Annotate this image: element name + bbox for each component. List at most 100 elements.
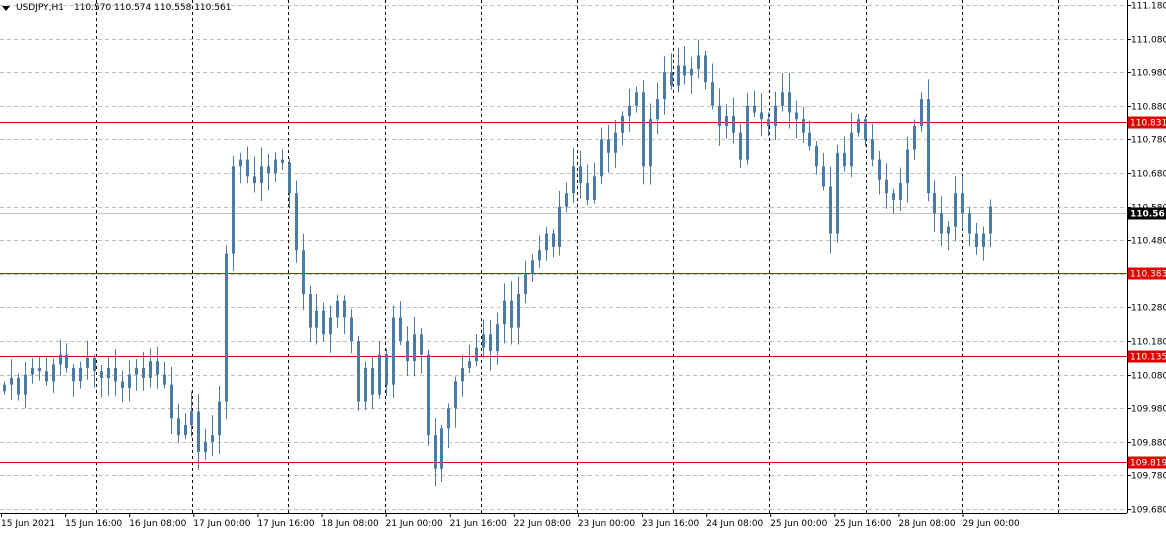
candle[interactable] (371, 357, 374, 410)
candle[interactable] (385, 348, 388, 397)
candle[interactable] (350, 309, 353, 354)
candle[interactable] (683, 46, 686, 85)
candle[interactable] (170, 366, 173, 434)
candle[interactable] (482, 319, 485, 358)
candle[interactable] (565, 182, 568, 213)
candle[interactable] (781, 72, 784, 112)
price-axis-labels[interactable]: 111.180 111.080 110.980 110.880 110.780 110.6… (1127, 2, 1166, 516)
candle[interactable] (177, 403, 180, 443)
candle[interactable] (135, 359, 138, 391)
candle[interactable] (933, 180, 936, 233)
candle[interactable] (524, 260, 527, 304)
candle[interactable] (364, 361, 367, 411)
candle[interactable] (850, 112, 853, 178)
candle[interactable] (892, 188, 895, 214)
candle[interactable] (677, 47, 680, 93)
candle[interactable] (954, 176, 957, 242)
candle[interactable] (920, 91, 923, 132)
candle[interactable] (211, 415, 214, 457)
candle[interactable] (309, 285, 312, 343)
candle[interactable] (93, 354, 96, 388)
candle[interactable] (961, 175, 964, 229)
candle[interactable] (3, 381, 6, 395)
candle[interactable] (906, 136, 909, 203)
candle[interactable] (197, 394, 200, 470)
candle[interactable] (246, 146, 249, 184)
candle[interactable] (600, 127, 603, 185)
candle[interactable] (336, 294, 339, 328)
candle[interactable] (496, 312, 499, 365)
candle[interactable] (628, 88, 631, 133)
candle[interactable] (690, 56, 693, 94)
candle[interactable] (121, 370, 124, 403)
candle[interactable] (649, 103, 652, 185)
candle[interactable] (885, 163, 888, 209)
candle[interactable] (142, 351, 145, 391)
candle[interactable] (343, 295, 346, 334)
candle[interactable] (774, 91, 777, 141)
candle[interactable] (392, 305, 395, 398)
candle[interactable] (218, 385, 221, 454)
candle[interactable] (475, 334, 478, 367)
candle[interactable] (718, 88, 721, 146)
candle[interactable] (635, 86, 638, 113)
candle[interactable] (878, 151, 881, 195)
candle[interactable] (795, 100, 798, 139)
candle[interactable] (447, 403, 450, 449)
candle[interactable] (329, 305, 332, 353)
candle[interactable] (558, 190, 561, 256)
candle[interactable] (503, 283, 506, 344)
candle[interactable] (204, 428, 207, 460)
time-axis-labels[interactable]: 15 Jun 2021 15 Jun 16:00 16 Jun 08:00 17 Ju… (1, 513, 1020, 529)
candle[interactable] (579, 150, 582, 199)
candle[interactable] (302, 233, 305, 310)
candle[interactable] (913, 119, 916, 161)
candle[interactable] (114, 348, 117, 397)
candle[interactable] (871, 123, 874, 167)
candle[interactable] (427, 349, 430, 446)
candle[interactable] (982, 226, 985, 261)
candle[interactable] (864, 115, 867, 147)
candle[interactable] (531, 254, 534, 282)
candle[interactable] (725, 104, 728, 139)
candle[interactable] (732, 97, 735, 144)
candle[interactable] (274, 152, 277, 182)
candle[interactable] (989, 199, 992, 248)
candle[interactable] (128, 360, 131, 402)
candle[interactable] (614, 119, 617, 168)
candle[interactable] (288, 158, 291, 209)
candle[interactable] (65, 343, 68, 373)
candle[interactable] (406, 326, 409, 377)
candle[interactable] (746, 92, 749, 165)
candle[interactable] (45, 357, 48, 386)
candle[interactable] (808, 120, 811, 151)
candle[interactable] (975, 222, 978, 255)
candle[interactable] (607, 125, 610, 173)
candle[interactable] (24, 361, 27, 409)
candle[interactable] (760, 93, 763, 137)
candle[interactable] (927, 79, 930, 202)
candle[interactable] (802, 106, 805, 144)
candle[interactable] (552, 229, 555, 258)
candle[interactable] (815, 141, 818, 175)
candle[interactable] (315, 294, 318, 345)
candle[interactable] (538, 235, 541, 268)
candle[interactable] (461, 354, 464, 397)
candle[interactable] (72, 364, 75, 397)
candle[interactable] (225, 245, 228, 420)
candle[interactable] (86, 340, 89, 380)
candle[interactable] (788, 72, 791, 129)
candle[interactable] (663, 56, 666, 115)
candle[interactable] (767, 112, 770, 137)
candle[interactable] (593, 162, 596, 204)
candle[interactable] (468, 345, 471, 374)
candle[interactable] (267, 154, 270, 191)
candle[interactable] (59, 339, 62, 376)
candle[interactable] (239, 152, 242, 184)
candle[interactable] (31, 358, 34, 384)
candle[interactable] (163, 361, 166, 389)
candle[interactable] (10, 359, 13, 400)
candle[interactable] (940, 196, 943, 247)
candle[interactable] (510, 281, 513, 345)
